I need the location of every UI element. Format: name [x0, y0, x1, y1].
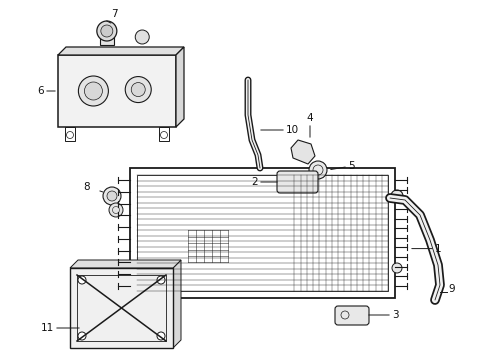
Text: 9: 9: [448, 284, 455, 294]
Text: 7: 7: [112, 9, 118, 19]
Circle shape: [131, 82, 145, 96]
Circle shape: [157, 332, 165, 340]
Text: 11: 11: [41, 323, 79, 333]
Circle shape: [78, 76, 108, 106]
Circle shape: [103, 187, 121, 205]
Text: 10: 10: [261, 125, 299, 135]
Text: 5: 5: [331, 161, 355, 171]
Circle shape: [107, 191, 117, 201]
Polygon shape: [291, 140, 315, 164]
Polygon shape: [176, 47, 184, 127]
FancyBboxPatch shape: [335, 306, 369, 325]
Circle shape: [392, 263, 402, 273]
Bar: [70, 268, 173, 348]
FancyBboxPatch shape: [277, 171, 318, 193]
Circle shape: [78, 332, 86, 340]
Polygon shape: [173, 260, 181, 348]
Bar: [159, 127, 169, 141]
Bar: [65, 127, 75, 141]
Bar: [100, 31, 114, 45]
Circle shape: [109, 203, 123, 217]
Bar: [130, 168, 395, 298]
Bar: [58, 55, 176, 127]
Circle shape: [78, 276, 86, 284]
Text: 2: 2: [251, 177, 277, 187]
Polygon shape: [70, 260, 181, 268]
Text: 8: 8: [83, 182, 90, 192]
Polygon shape: [58, 47, 184, 55]
Bar: [137, 175, 388, 291]
Text: 3: 3: [369, 310, 399, 320]
Circle shape: [97, 21, 117, 41]
Circle shape: [84, 82, 102, 100]
Circle shape: [125, 77, 151, 103]
Text: 6: 6: [37, 86, 55, 96]
Circle shape: [101, 25, 113, 37]
Circle shape: [391, 190, 403, 202]
Bar: [77, 275, 166, 341]
Circle shape: [135, 30, 149, 44]
Circle shape: [309, 161, 327, 179]
Text: 1: 1: [412, 244, 441, 253]
Circle shape: [157, 276, 165, 284]
Text: 4: 4: [307, 113, 313, 137]
